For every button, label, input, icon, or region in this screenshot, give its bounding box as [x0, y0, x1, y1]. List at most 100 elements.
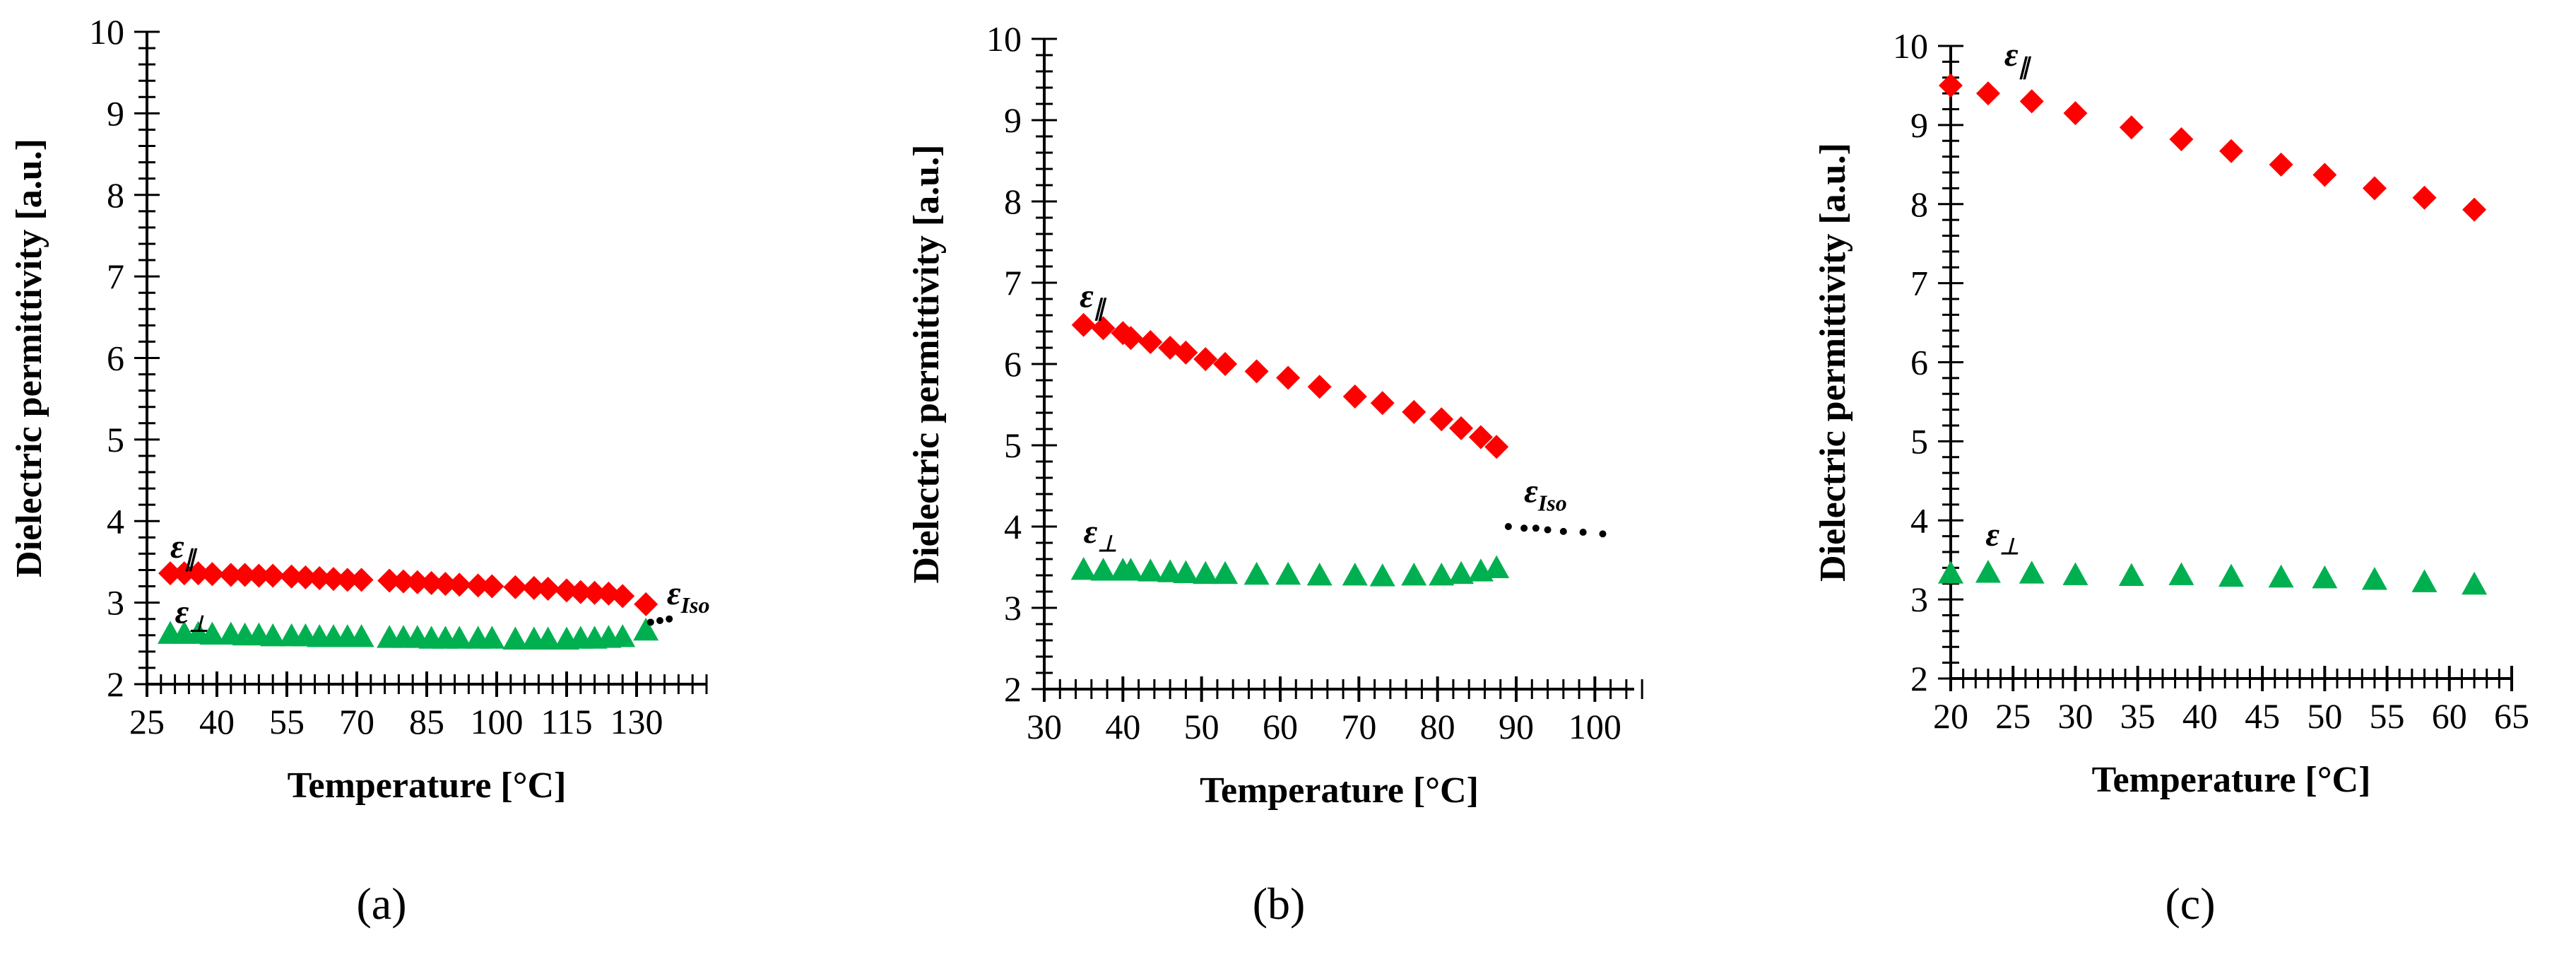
x-tick-label: 90	[1499, 707, 1534, 746]
y-tick-label: 6	[107, 339, 124, 378]
x-tick-label: 55	[2370, 696, 2405, 736]
x-tick-label: 60	[2432, 696, 2467, 736]
data-point-diamond	[419, 570, 444, 595]
data-point-diamond	[200, 562, 225, 587]
y-tick-label: 4	[107, 501, 124, 541]
data-point-diamond	[2269, 152, 2293, 177]
y-tick-label: 7	[107, 257, 124, 296]
data-point-diamond	[536, 577, 560, 601]
data-point-diamond	[307, 566, 332, 591]
y-tick-label: 2	[107, 664, 124, 704]
x-axis-title: Temperature [°C]	[2092, 760, 2371, 800]
data-point-dot	[666, 615, 673, 623]
data-point-triangle	[535, 626, 561, 650]
series-label-subscript: Iso	[1537, 491, 1567, 516]
data-point-dot	[1532, 524, 1540, 532]
series-label-symbol: ε	[1084, 513, 1098, 551]
y-tick-label: 4	[1910, 500, 1928, 540]
series-label-symbol: ε	[1524, 473, 1538, 510]
series-perp	[1070, 555, 1510, 587]
data-point-diamond	[1244, 359, 1269, 384]
panel-label: (a)	[356, 879, 406, 929]
y-tick-label: 3	[1910, 580, 1928, 619]
x-axis-title: Temperature [°C]	[288, 765, 567, 806]
data-point-diamond	[2362, 176, 2387, 201]
y-tick-label: 6	[1004, 344, 1022, 384]
data-point-triangle	[1429, 563, 1455, 586]
data-point-triangle	[1306, 563, 1333, 586]
data-point-diamond	[377, 568, 402, 593]
x-tick-label: 70	[339, 702, 374, 741]
data-point-dot	[1544, 526, 1552, 534]
x-tick-label: 40	[2182, 696, 2218, 736]
data-point-triangle	[2218, 563, 2244, 587]
data-point-dot	[656, 617, 663, 625]
y-tick-label: 5	[1910, 421, 1928, 461]
data-point-dot	[1504, 523, 1512, 530]
data-point-diamond	[1138, 329, 1163, 354]
data-point-diamond	[2412, 185, 2437, 210]
x-tick-label: 100	[471, 702, 524, 741]
x-tick-label: 70	[1341, 707, 1376, 746]
series-label-symbol: ε	[175, 593, 189, 630]
data-point-diamond	[279, 564, 304, 589]
series-perp	[158, 617, 659, 650]
data-point-diamond	[1370, 391, 1395, 416]
series-label-iso: εIso	[1524, 473, 1567, 516]
data-point-diamond	[261, 563, 285, 588]
series-label-parallel: ε∥	[1080, 278, 1107, 322]
data-point-diamond	[1118, 326, 1143, 351]
x-tick-label: 65	[2494, 696, 2529, 736]
data-point-diamond	[1174, 340, 1198, 365]
data-point-triangle	[348, 624, 374, 647]
series-label-subscript: Iso	[680, 592, 710, 618]
x-axis-title: Temperature [°C]	[1200, 770, 1479, 811]
x-tick-label: 30	[2057, 696, 2093, 736]
y-tick-label: 8	[1910, 184, 1928, 224]
data-point-triangle	[1342, 563, 1368, 586]
data-point-dot	[1599, 530, 1607, 538]
series-label-symbol: ε	[2004, 36, 2019, 74]
series-label-symbol: ε	[170, 528, 184, 565]
data-point-triangle	[2462, 571, 2488, 595]
data-point-triangle	[1369, 563, 1395, 587]
data-point-triangle	[2268, 564, 2294, 588]
y-tick-label: 9	[1004, 100, 1022, 140]
x-tick-label: 40	[199, 702, 235, 741]
data-point-diamond	[555, 578, 579, 603]
data-point-diamond	[1091, 316, 1116, 341]
data-point-diamond	[2462, 197, 2487, 222]
series-label-subscript: ⊥	[1999, 534, 2019, 559]
series-label-subscript: ∥	[1094, 295, 1107, 322]
data-point-triangle	[1118, 558, 1144, 581]
data-point-diamond	[2312, 163, 2337, 187]
y-axis-title: Dielectric permittivity [a.u.]	[1813, 143, 1853, 582]
data-point-triangle	[1243, 561, 1270, 585]
y-tick-label: 10	[1893, 26, 1928, 66]
series-label-symbol: ε	[1080, 278, 1094, 315]
data-point-diamond	[293, 565, 318, 589]
data-point-dot	[1579, 529, 1587, 536]
data-point-triangle	[502, 626, 528, 650]
data-point-diamond	[1484, 435, 1509, 459]
data-point-triangle	[2312, 565, 2338, 589]
data-point-diamond	[2119, 115, 2144, 140]
data-point-diamond	[1449, 416, 1474, 440]
data-point-diamond	[480, 574, 504, 599]
series-label-perp: ε⊥	[175, 593, 209, 636]
data-point-triangle	[1173, 560, 1199, 583]
data-point-triangle	[2019, 560, 2045, 584]
data-point-diamond	[447, 573, 472, 597]
data-point-diamond	[1939, 73, 1963, 98]
y-tick-label: 9	[1910, 105, 1928, 145]
y-tick-label: 9	[107, 93, 124, 133]
y-tick-label: 2	[1910, 659, 1928, 698]
data-point-diamond	[1276, 365, 1301, 390]
series-label-subscript: ⊥	[1097, 531, 1117, 556]
data-point-diamond	[1975, 81, 2000, 106]
y-axis-title: Dielectric permittivity [a.u.]	[906, 145, 947, 584]
series-label-symbol: ε	[1985, 516, 1999, 553]
x-tick-label: 50	[2307, 696, 2342, 736]
